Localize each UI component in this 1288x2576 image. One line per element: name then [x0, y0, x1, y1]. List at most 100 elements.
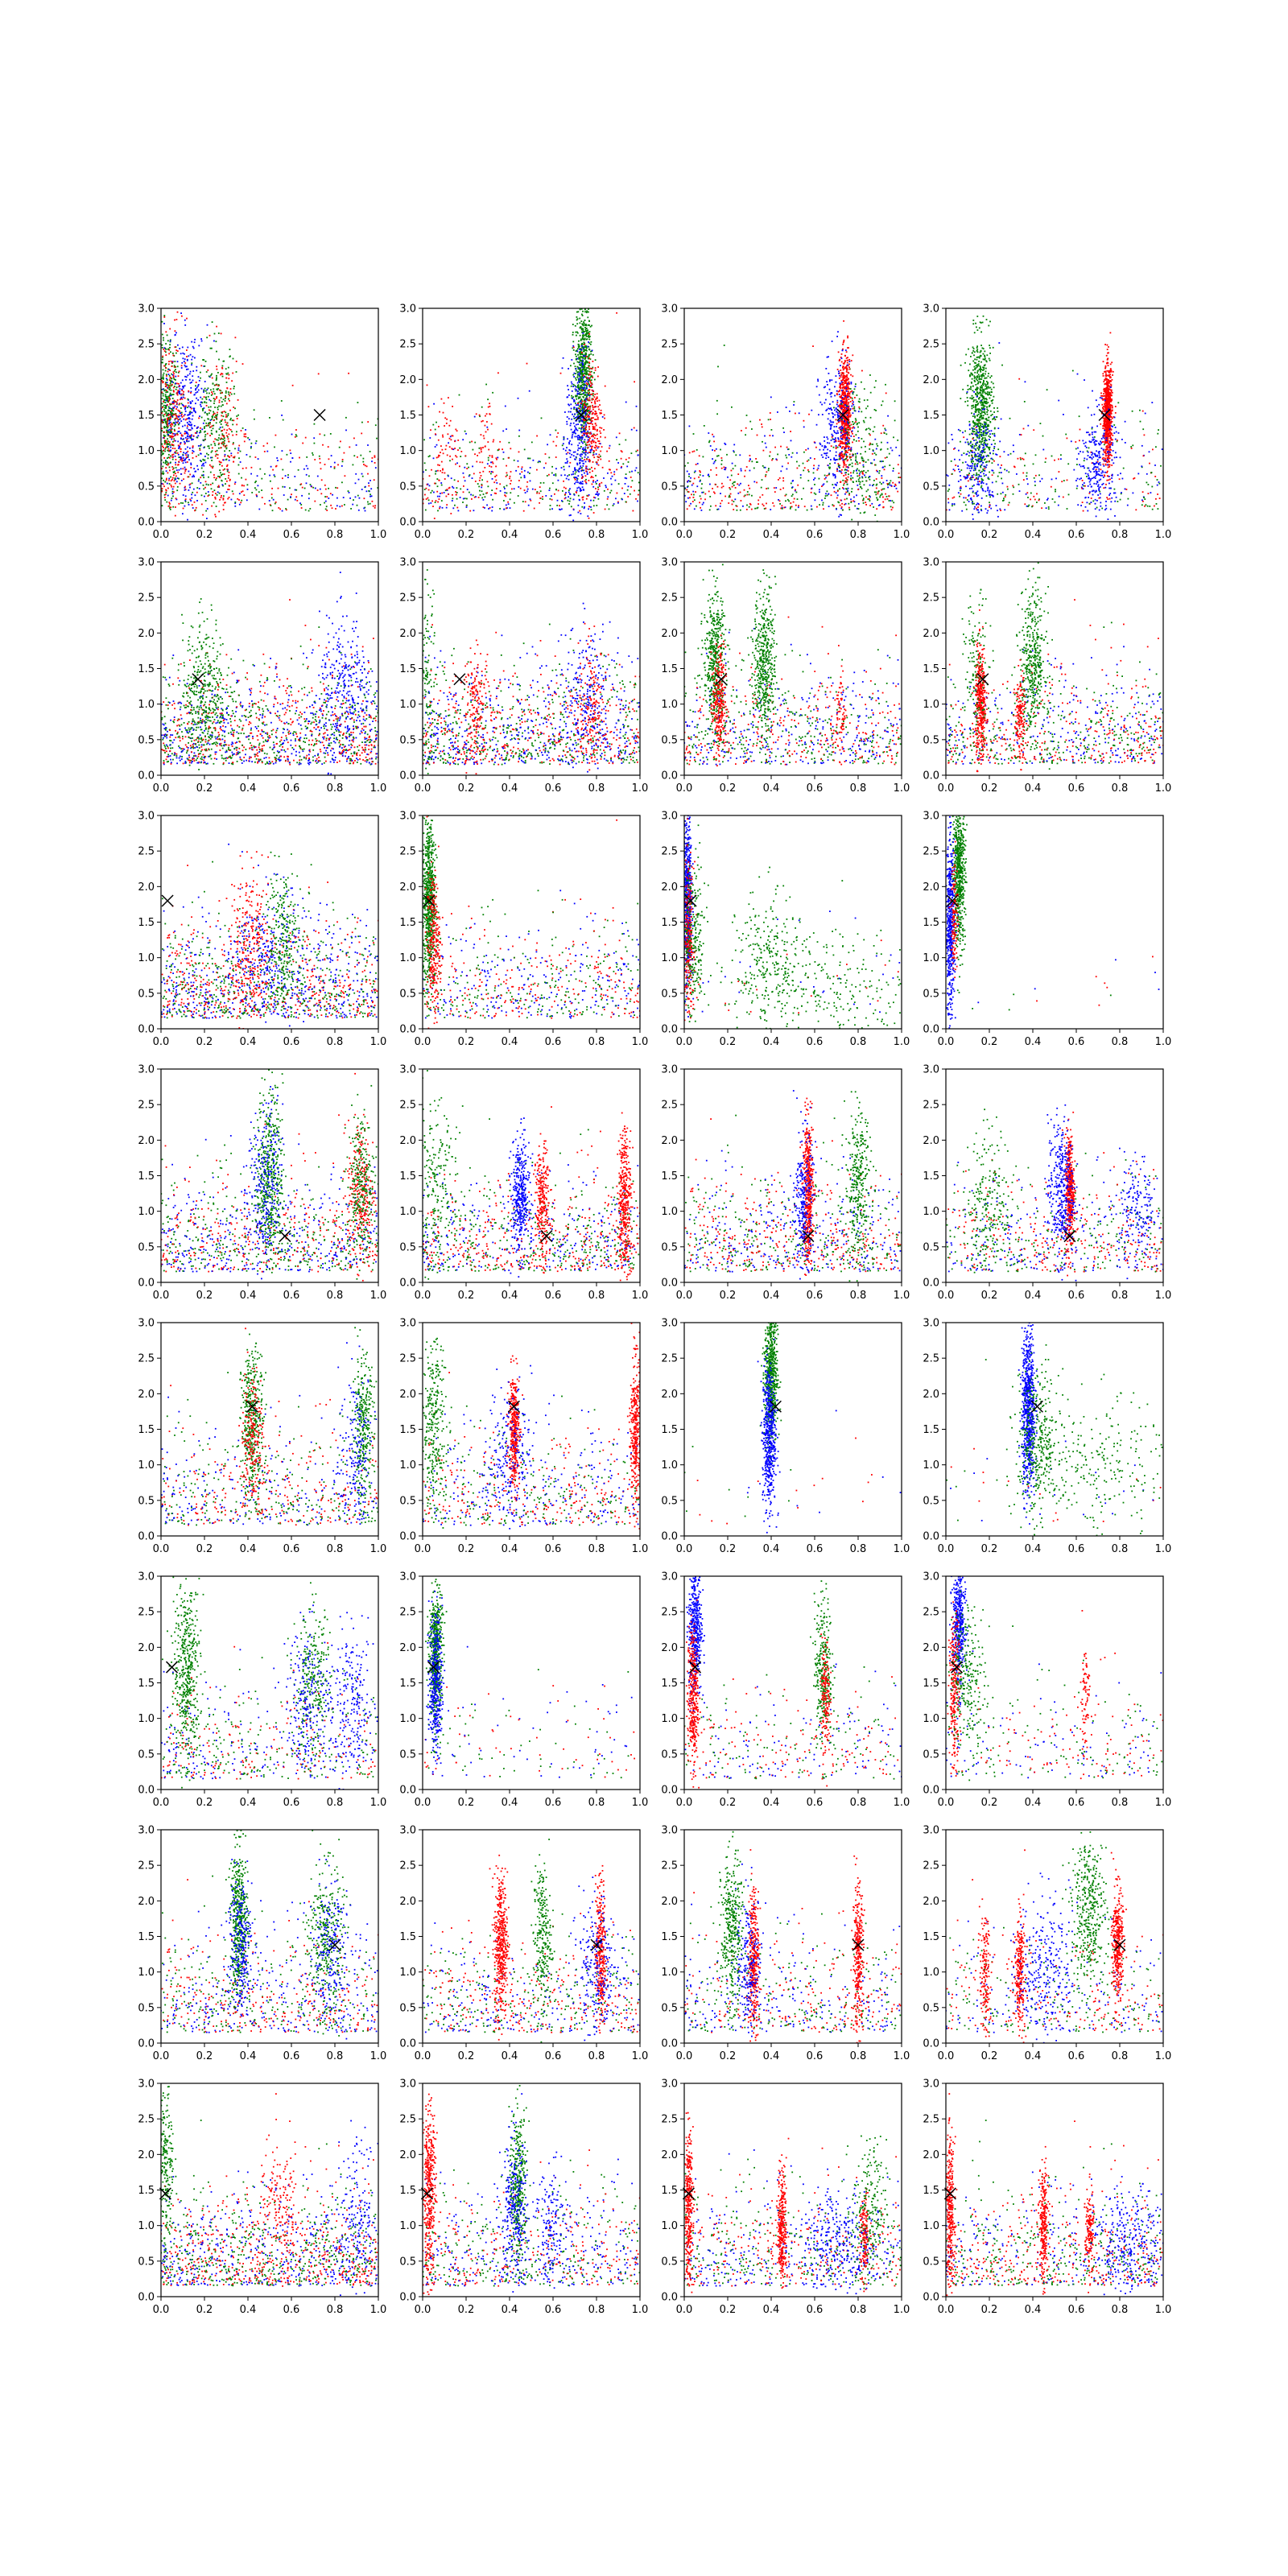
point-blue [187, 433, 189, 436]
point-red [175, 464, 177, 466]
point-red [319, 457, 321, 460]
point-blue [440, 482, 443, 484]
point-red [762, 493, 764, 496]
point-green [592, 505, 595, 507]
point-green [581, 407, 583, 409]
point-red [795, 412, 796, 415]
point-blue [188, 411, 191, 414]
point-green [869, 478, 871, 481]
point-green [826, 481, 828, 483]
point-green [206, 452, 208, 455]
point-blue [206, 324, 208, 326]
point-red [848, 432, 850, 435]
point-blue [869, 476, 870, 478]
point-red [215, 416, 217, 419]
point-green [200, 377, 201, 379]
point-green [579, 357, 581, 360]
point-red [588, 397, 591, 399]
point-green [163, 426, 165, 427]
point-blue [193, 341, 196, 344]
point-red [174, 400, 175, 402]
point-red [226, 480, 228, 482]
point-red [557, 432, 559, 434]
point-red [172, 402, 175, 405]
point-green [587, 390, 589, 392]
point-blue [587, 456, 589, 458]
point-blue [504, 488, 506, 489]
point-blue [580, 427, 583, 430]
point-green [166, 413, 168, 415]
point-green [212, 382, 214, 385]
point-blue [239, 461, 242, 463]
y-tick-label: 1.0 [399, 445, 416, 457]
point-red [849, 427, 852, 429]
point-green [196, 436, 199, 439]
point-blue [576, 436, 578, 438]
point-green [213, 443, 216, 444]
point-blue [433, 491, 435, 493]
point-blue [588, 418, 590, 419]
point-green [274, 446, 275, 448]
point-blue [572, 473, 574, 475]
point-red [446, 504, 448, 506]
point-red [848, 363, 850, 365]
point-red [217, 485, 220, 487]
point-blue [579, 448, 581, 449]
point-green [161, 389, 163, 390]
point-red [774, 446, 776, 448]
point-blue [192, 447, 194, 449]
point-red [592, 434, 593, 436]
point-red [446, 454, 448, 456]
point-green [585, 345, 587, 347]
point-green [177, 371, 180, 374]
point-blue [583, 469, 585, 472]
point-blue [585, 467, 587, 469]
point-red [597, 375, 599, 378]
point-red [222, 441, 225, 444]
point-red [594, 402, 597, 405]
point-blue [890, 485, 893, 487]
point-green [594, 359, 597, 361]
point-blue [577, 435, 580, 436]
point-red [223, 428, 225, 431]
point-red [840, 374, 842, 376]
point-red [448, 437, 451, 440]
point-blue [877, 505, 880, 506]
point-red [746, 493, 749, 496]
point-red [857, 489, 859, 490]
point-green [865, 490, 868, 493]
point-green [824, 497, 826, 499]
point-red [846, 359, 848, 361]
point-green [163, 415, 165, 418]
point-green [575, 402, 576, 404]
point-green [200, 467, 203, 469]
point-red [592, 361, 594, 362]
point-green [812, 472, 815, 474]
point-red [848, 395, 850, 398]
point-red [766, 502, 767, 505]
point-red [480, 447, 482, 449]
point-red [494, 476, 496, 477]
point-green [579, 376, 581, 378]
point-blue [586, 435, 588, 436]
point-red [588, 439, 590, 441]
point-blue [333, 461, 336, 464]
point-blue [577, 481, 579, 484]
point-red [844, 480, 846, 482]
point-red [495, 457, 497, 460]
point-green [573, 362, 575, 365]
point-green [529, 457, 531, 460]
point-red [184, 397, 186, 399]
point-blue [181, 404, 184, 406]
point-red [846, 460, 848, 462]
point-blue [569, 456, 572, 458]
point-red [756, 434, 758, 436]
point-blue [814, 499, 816, 502]
point-green [729, 494, 731, 497]
point-blue [566, 447, 568, 448]
point-green [796, 498, 799, 500]
point-blue [781, 465, 783, 468]
point-red [756, 481, 758, 484]
point-blue [590, 506, 592, 508]
point-red [486, 481, 489, 483]
